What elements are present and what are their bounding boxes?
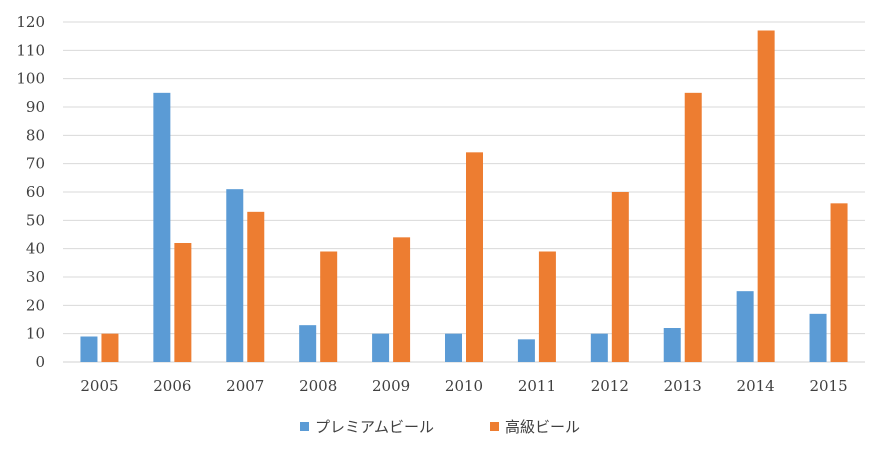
x-axis-ticks: 2005 2006 2007 2008 2009 2010 2011 2012 2013 2014… [80,377,847,395]
y-tick-label: 30 [26,268,45,286]
bar-luxury-2008 [320,251,338,362]
bar-premium-2005 [80,336,98,362]
gridlines [63,21,865,363]
x-tick-label: 2009 [372,377,410,395]
bar-luxury-2006 [174,243,192,362]
y-tick-label: 40 [26,240,45,258]
legend-swatch [300,422,309,431]
y-tick-label: 50 [26,211,45,229]
x-tick-label: 2005 [80,377,118,395]
bar-luxury-2012 [611,192,629,362]
bar-luxury-2010 [466,152,483,362]
y-tick-label: 60 [26,183,45,201]
bar-premium-2010 [445,333,462,362]
x-tick-label: 2007 [226,377,264,395]
y-tick-label: 70 [26,155,45,173]
bar-premium-2011 [517,339,535,362]
bar-premium-2008 [299,325,317,362]
y-tick-label: 100 [16,70,45,88]
x-tick-label: 2008 [299,377,337,395]
legend-swatch [490,422,499,431]
bar-premium-2012 [590,333,608,362]
y-tick-label: 80 [26,126,45,144]
bar-premium-2014 [736,291,754,362]
bar-luxury-2015 [830,203,848,362]
bar-premium-2015 [809,313,827,362]
x-tick-label: 2011 [518,377,556,395]
y-tick-label: 10 [26,325,45,343]
x-tick-label: 2014 [737,377,775,395]
y-axis-ticks: 0 10 20 30 40 50 60 70 80 90 100 110 120 [16,13,45,371]
bars [80,30,848,362]
bar-premium-2009 [372,333,390,362]
x-tick-label: 2010 [445,377,483,395]
bar-luxury-2007 [247,211,265,362]
legend: プレミアムビール 高級ビール [300,418,580,436]
bar-premium-2013 [663,328,681,362]
y-tick-label: 90 [26,98,45,116]
bar-luxury-2013 [684,92,702,362]
y-tick-label: 0 [35,353,45,371]
y-tick-label: 110 [16,41,45,59]
x-tick-label: 2015 [809,377,847,395]
bar-luxury-2011 [538,251,556,362]
x-tick-label: 2006 [153,377,191,395]
x-tick-label: 2013 [664,377,702,395]
bar-premium-2007 [226,189,244,362]
bar-luxury-2009 [393,237,411,362]
y-tick-label: 20 [26,296,45,314]
legend-label: 高級ビール [505,418,580,436]
legend-label: プレミアムビール [315,418,434,436]
x-tick-label: 2012 [591,377,629,395]
y-tick-label: 120 [16,13,45,31]
bar-luxury-2014 [757,30,775,362]
bar-luxury-2005 [101,333,119,362]
bar-premium-2006 [153,92,171,362]
